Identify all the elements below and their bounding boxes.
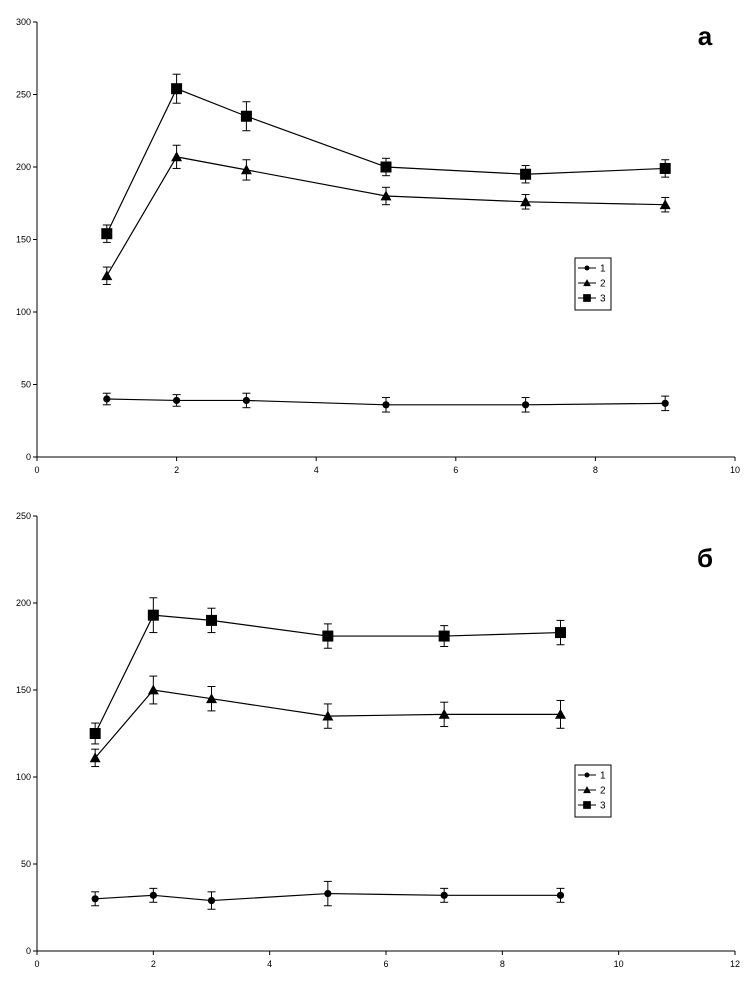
legend: 1 2 3 [574,764,612,818]
data-point [520,196,532,207]
y-tick-label: 50 [21,380,31,390]
legend-marker [583,294,591,302]
data-point [520,168,532,180]
x-tick-label: 10 [614,959,624,969]
y-tick-label: 200 [16,162,31,172]
series-1 [91,880,565,910]
y-tick-label: 300 [16,17,31,27]
data-point [101,270,113,281]
data-point [380,161,392,173]
x-tick-label: 12 [730,959,740,969]
data-point [147,684,159,695]
y-tick-label: 50 [21,859,31,869]
series-line-3 [94,614,561,734]
y-tick-label: 150 [16,235,31,245]
y-tick-label: 200 [16,598,31,608]
data-point [206,693,217,704]
series-2 [89,675,566,768]
legend-marker [584,265,590,271]
series-line-2 [94,689,561,759]
data-point [661,399,669,407]
data-point [382,401,390,409]
legend-label: 3 [600,294,606,305]
data-point [380,190,392,201]
series-3 [89,597,566,745]
data-point [555,627,566,639]
chart-panel-1: 0 50 100 150 200 250 300 0 2 4 6 8 10 а 1 2 3 [16,17,740,475]
y-tick-label: 150 [16,685,31,695]
legend-marker [584,772,590,778]
data-point [440,891,448,899]
legend-label: 2 [600,786,606,797]
data-point [89,752,101,763]
data-point [555,708,566,719]
x-tick-label: 0 [34,959,39,969]
data-point [324,889,332,898]
legend-label: 1 [600,771,606,782]
y-tick-label: 100 [16,772,31,782]
data-point [207,896,216,905]
series-line-1 [106,398,666,406]
legend-label: 3 [600,801,606,812]
y-tick-label: 0 [26,452,31,462]
legend-label: 1 [600,264,606,275]
data-point [147,609,159,621]
data-point [438,708,450,719]
panel-label: б [697,543,713,573]
data-point [438,630,450,642]
legend-label: 2 [600,279,606,290]
series-line-3 [106,87,666,234]
data-point [171,151,183,162]
x-tick-label: 2 [151,959,156,969]
legend-box [574,257,612,311]
series-line-2 [106,156,666,277]
series-2 [101,144,671,285]
x-tick-label: 10 [730,465,740,475]
series-3 [101,73,671,243]
x-tick-label: 0 [34,465,39,475]
x-tick-label: 2 [174,465,179,475]
data-point [206,614,217,626]
data-point [173,396,181,405]
x-tick-label: 6 [453,465,458,475]
data-point [240,110,252,122]
data-point [149,891,157,899]
legend-marker [583,786,591,794]
x-tick-label: 4 [314,465,319,475]
data-point [659,199,671,210]
data-point [322,710,334,721]
data-point [89,728,101,739]
data-point [522,401,530,409]
x-tick-label: 4 [267,959,272,969]
data-point [101,228,113,240]
y-tick-label: 100 [16,307,31,317]
x-tick-label: 8 [500,959,505,969]
data-point [322,630,334,642]
data-point [659,162,671,174]
data-point [556,891,565,899]
legend-marker [583,801,591,809]
legend-marker [583,279,591,287]
panel-label: а [698,21,713,51]
legend: 1 2 3 [574,257,612,311]
legend-box [574,764,612,818]
data-point [91,895,99,903]
data-point [240,164,252,175]
data-point [171,83,183,95]
data-point [242,396,250,405]
y-tick-label: 250 [16,511,31,521]
series-line-1 [95,892,561,902]
x-tick-label: 8 [593,465,598,475]
y-tick-label: 250 [16,90,31,100]
series-1 [102,392,670,413]
data-point [103,395,111,403]
x-tick-label: 6 [383,959,388,969]
y-tick-label: 0 [26,946,31,956]
